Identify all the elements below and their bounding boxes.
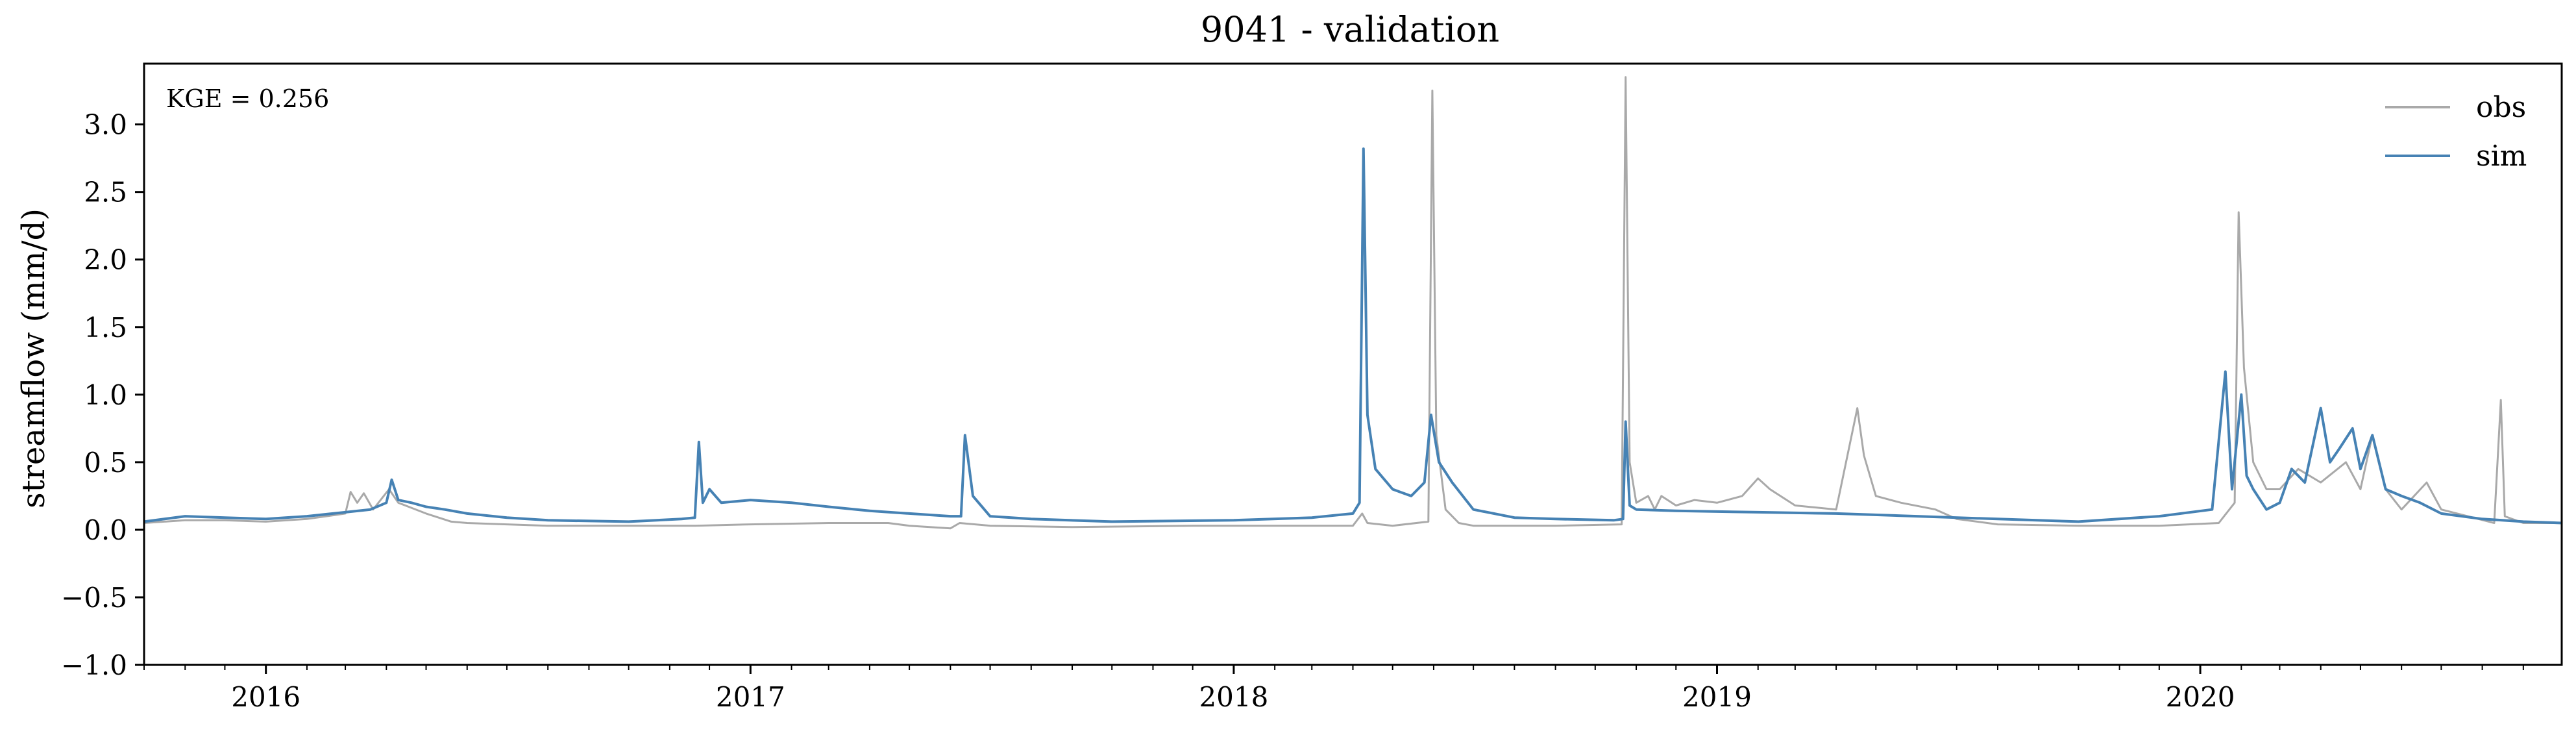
legend: obs sim [2385,91,2527,173]
y-tick-label: 2.5 [84,177,127,208]
chart-title: 9041 - validation [1201,9,1499,50]
y-tick-label: −1.0 [61,649,127,681]
series-obs-line [143,76,2562,530]
legend-obs-label: obs [2476,91,2526,124]
kge-annotation: KGE = 0.256 [166,84,329,113]
y-tick-label: 1.5 [84,312,127,343]
series-sim-line [143,147,2562,525]
x-tick-label: 2019 [1682,681,1752,713]
y-tick-label: −0.5 [61,582,127,614]
plot-area [143,76,2562,530]
y-tick-label: 1.0 [84,379,127,411]
x-tick-label: 2018 [1199,681,1268,713]
y-tick-label: 0.0 [84,514,127,546]
y-tick-label: 3.0 [84,109,127,141]
x-tick-label: 2017 [716,681,785,713]
y-tick-label: 0.5 [84,447,127,479]
legend-sim-label: sim [2476,140,2527,173]
x-tick-label: 2020 [2166,681,2235,713]
x-tick-label: 2016 [231,681,301,713]
y-axis: −1.0 −0.5 0.0 0.5 1.0 1.5 2.0 2.5 3.0 [61,109,144,681]
x-axis: 2016 2017 2018 2019 2020 [143,665,2524,713]
y-axis-label: streamflow (mm/d) [16,208,52,508]
y-tick-label: 2.0 [84,244,127,276]
plot-frame [143,62,2563,666]
